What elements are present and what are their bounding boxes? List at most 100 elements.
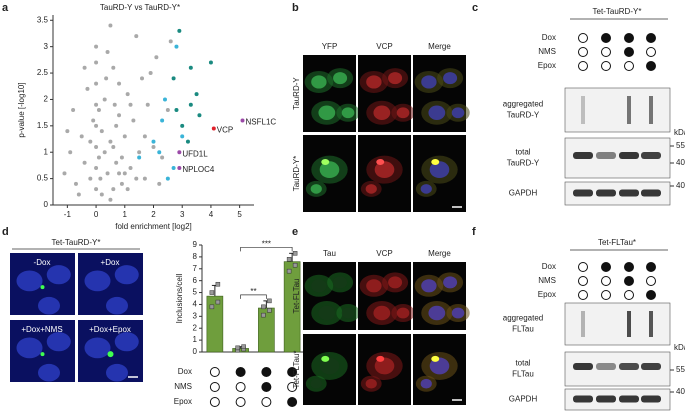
annotation: VCP — [217, 126, 233, 135]
condition-label: Dox — [542, 262, 556, 271]
point — [65, 129, 70, 134]
band — [627, 96, 631, 124]
x-tick-label: 5 — [237, 210, 242, 219]
inclusion — [321, 158, 330, 165]
panel-title: Tet-FLTau* — [598, 238, 636, 247]
condition-state — [578, 47, 588, 57]
nucleus — [318, 105, 336, 120]
inclusion — [40, 285, 45, 290]
condition-label: Dox — [542, 33, 556, 42]
data-point — [292, 262, 298, 268]
point — [174, 44, 179, 49]
panel-title: Tet-TauRD-Y* — [52, 238, 101, 247]
nucleus — [38, 363, 60, 382]
inclusion — [376, 355, 385, 362]
condition-state — [578, 33, 588, 43]
point — [108, 139, 113, 144]
data-point — [235, 345, 240, 351]
data-point — [215, 299, 221, 305]
point — [117, 171, 122, 176]
annotation: UFD1L — [182, 149, 208, 158]
nucleus — [366, 279, 382, 293]
blot-label: GAPDH — [509, 395, 538, 404]
condition-state — [578, 61, 588, 71]
annotated-point — [211, 126, 216, 131]
band — [573, 189, 593, 197]
nucleus — [373, 305, 391, 321]
nucleus — [421, 279, 437, 293]
y-tick-label: 0 — [193, 347, 198, 356]
y-axis-label: Inclusions/cell — [175, 273, 184, 323]
point — [165, 176, 170, 181]
point — [157, 150, 162, 155]
data-point — [286, 268, 292, 274]
blot — [564, 87, 671, 133]
point — [171, 76, 176, 81]
point — [102, 150, 107, 155]
point — [128, 166, 133, 171]
condition-state — [261, 367, 272, 377]
inclusion — [321, 355, 330, 362]
inclusion — [107, 351, 114, 358]
point — [85, 86, 90, 91]
condition-state — [646, 276, 656, 286]
nucleus — [374, 161, 395, 179]
point — [91, 118, 96, 123]
data-point — [241, 344, 246, 349]
image-label: +Dox+Epox — [89, 325, 131, 334]
y-tick-label: 8 — [193, 252, 198, 261]
condition-state — [646, 290, 656, 300]
point — [94, 166, 99, 171]
y-tick-label: 1 — [193, 335, 198, 344]
marker-label: 40 — [676, 181, 685, 190]
y-tick-label: 2.5 — [37, 68, 49, 77]
point — [108, 23, 113, 28]
point — [117, 113, 122, 118]
condition-state — [235, 382, 246, 392]
point — [76, 192, 81, 197]
condition-state — [601, 290, 611, 300]
nucleus — [311, 279, 327, 293]
point — [94, 60, 99, 65]
band — [619, 189, 639, 197]
panel-label: d — [2, 226, 9, 238]
condition-state — [287, 367, 298, 377]
nucleus — [84, 270, 111, 292]
column-label: YFP — [322, 42, 338, 51]
point — [119, 155, 124, 160]
significance-bracket — [240, 246, 293, 252]
point — [104, 76, 109, 81]
x-tick-label: -1 — [64, 210, 72, 219]
y-axis-label: p-value [-log10] — [17, 82, 26, 137]
data-point — [209, 290, 215, 295]
nucleus — [106, 296, 128, 315]
condition-state — [646, 47, 656, 57]
nucleus — [341, 307, 355, 319]
point — [188, 65, 193, 70]
nucleus — [443, 72, 458, 85]
data-point — [286, 257, 292, 262]
point — [145, 102, 150, 107]
inclusion — [40, 352, 45, 357]
point — [102, 97, 107, 102]
band — [573, 363, 593, 370]
blot-label: TauRD-Y — [507, 111, 540, 120]
point — [177, 28, 182, 33]
point — [194, 92, 199, 97]
row-label: Tet-FLTau* — [292, 350, 301, 388]
nucleus — [420, 184, 432, 194]
nucleus — [38, 296, 60, 315]
nucleus — [366, 75, 382, 89]
x-tick-label: 4 — [209, 210, 214, 219]
nucleus — [114, 265, 139, 285]
chart-title: TauRD-Y vs TauRD-Y* — [100, 3, 180, 12]
point — [71, 108, 76, 112]
bar — [232, 348, 249, 353]
column-label: Tau — [323, 249, 336, 258]
point — [112, 102, 117, 107]
row-label: Tet-FLTau — [292, 279, 301, 314]
point — [185, 139, 190, 144]
condition-state — [624, 47, 634, 57]
band — [573, 152, 593, 159]
condition-state — [209, 397, 220, 407]
